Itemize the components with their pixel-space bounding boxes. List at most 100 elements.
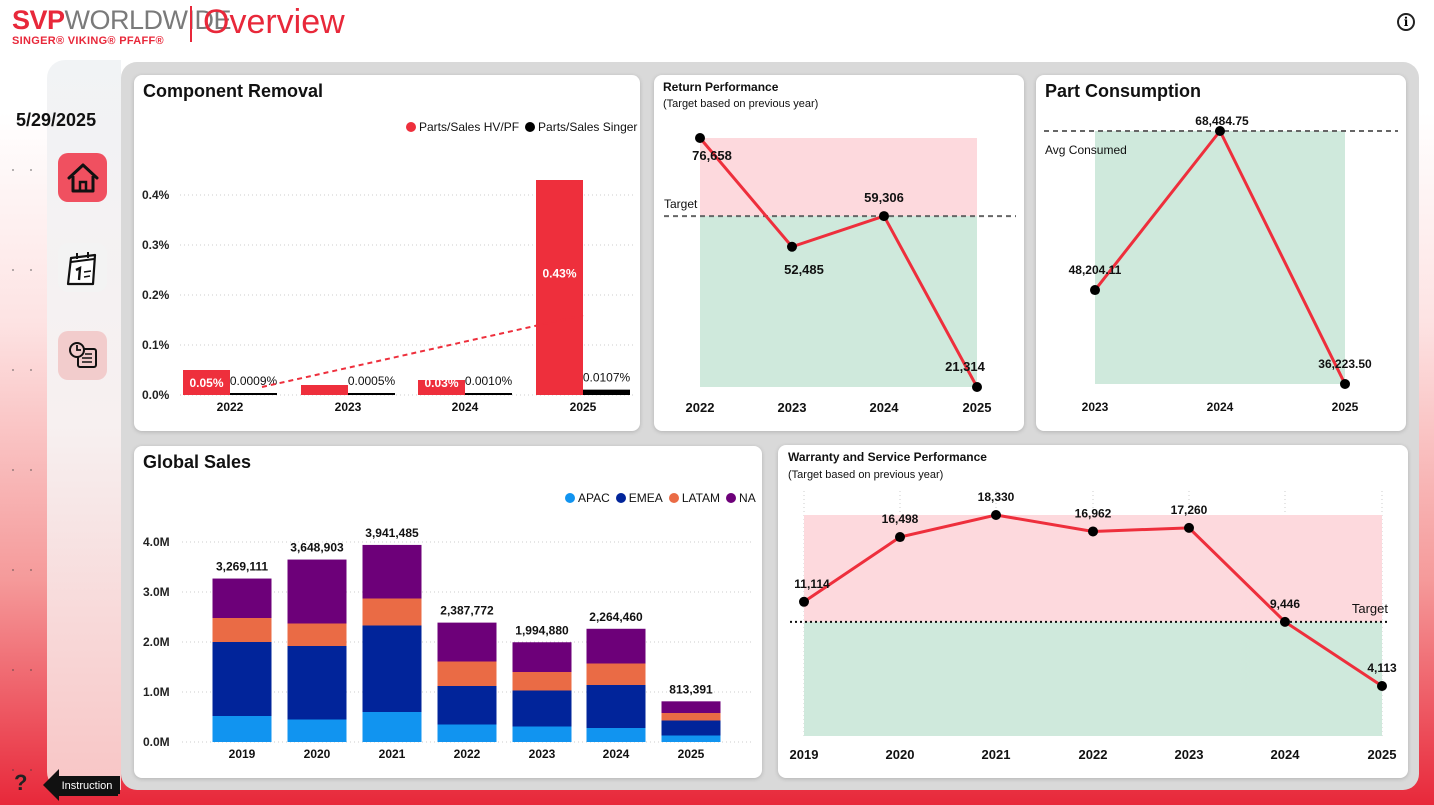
data-label: 68,484.75 [1195,114,1249,128]
part-consumption-title: Part Consumption [1045,81,1201,101]
x-tick-label: 2021 [379,747,406,761]
instruction-button[interactable]: Instruction [42,768,122,802]
total-label: 3,648,903 [290,541,344,555]
warranty-service-title: Warranty and Service Performance [788,450,987,464]
bar-segment-latam [437,661,497,686]
x-tick-label: 2022 [454,747,481,761]
data-label-singer: 0.0107% [583,371,631,385]
data-label: 36,223.50 [1318,357,1372,371]
x-tick-label: 2022 [1079,747,1108,762]
below-target-band [700,216,977,387]
trend-line [261,314,585,388]
x-tick-label: 2023 [1082,400,1109,414]
bar-segment-na [212,578,272,618]
legend-emea: EMEA [615,491,663,505]
global-sales-legend: APAC EMEA LATAM NA [565,491,756,505]
total-label: 1,994,880 [515,623,569,637]
bar-segment-latam [512,672,572,691]
bar-segment-latam [661,713,721,721]
bar-segment-latam [586,663,646,685]
report-date: 5/29/2025 [16,110,97,130]
global-sales-card: Global Sales APAC EMEA LATAM NA 0.0M 1.0M… [134,446,762,778]
logo-svp: SVP [12,5,65,35]
bar-segment-emea [362,625,422,712]
info-icon[interactable]: i [1397,13,1415,31]
x-tick-label: 2023 [529,747,556,761]
bar-singer [348,393,395,395]
bar-segment-na [287,559,347,624]
x-tick-label: 2024 [1271,747,1301,762]
page-title: Overview [203,3,345,41]
x-tick-label: 2024 [870,400,900,415]
bar-segment-emea [437,686,497,725]
bar-segment-apac [437,724,497,742]
bar-segment-latam [212,618,272,642]
total-label: 3,941,485 [365,526,419,540]
series-line [698,137,979,388]
consumption-band [1095,131,1345,384]
bar-segment-apac [287,719,347,742]
instruction-label: Instruction [56,776,118,796]
data-label-hvpf: 0.43% [542,267,576,281]
data-point [972,382,982,392]
warranty-service-card: Warranty and Service Performance (Target… [778,445,1408,778]
bar-singer [465,393,512,395]
data-point [895,532,905,543]
y-tick-label: 0.2% [142,288,170,302]
total-label: 2,387,772 [440,604,494,618]
bar-segment-na [362,544,422,599]
data-label: 16,962 [1075,506,1112,520]
nav-home-button[interactable] [58,153,107,202]
nav-dashboard-button[interactable] [58,331,107,380]
above-target-band [700,138,977,217]
total-label: 3,269,111 [216,560,268,574]
below-target-band [804,621,1382,736]
logo-worldwide: WORLDWIDE [64,5,232,35]
x-tick-label: 2025 [1368,747,1397,762]
bar-segment-latam [362,598,422,626]
y-tick-label: 0.1% [142,338,170,352]
data-point [695,133,705,143]
return-performance-title: Return Performance [663,80,779,94]
x-tick-label: 2020 [304,747,331,761]
bar-hvpf [301,385,348,395]
svp-logo: SVPWORLDWIDE SINGER® VIKING® PFAFF® [12,5,232,47]
legend-na: NA [726,491,756,505]
data-label: 21,314 [945,359,986,374]
x-tick-label: 2019 [229,747,256,761]
x-tick-label: 2024 [603,747,630,761]
legend-singer-label: Parts/Sales Singer [538,120,638,134]
x-tick-label: 2024 [1207,400,1234,414]
data-label: 48,204.11 [1069,263,1122,277]
data-label-hvpf: 0.05% [189,376,223,390]
component-removal-card: Component Removal Parts/Sales HV/PF Part… [134,75,640,431]
data-label: 59,306 [864,190,904,205]
total-label: 2,264,460 [589,610,643,624]
data-label: 16,498 [882,512,919,526]
bar-segment-emea [212,642,272,716]
legend-hvpf: Parts/Sales HV/PF [406,120,519,134]
data-point [1340,379,1350,389]
bar-segment-apac [586,728,646,742]
bar-hvpf [183,370,230,395]
home-icon [67,163,98,192]
x-tick-label: 2022 [217,400,244,414]
data-label-singer: 0.0005% [348,374,396,388]
part-consumption-chart: Avg Consumed 48,204.11 2023 68,484.75 2024 36… [1044,114,1398,414]
bar-singer [230,393,277,395]
dashboard-icon [68,341,97,368]
y-tick-label: 0.3% [142,238,170,252]
x-tick-label: 2023 [778,400,807,415]
nav-calendar-button[interactable] [58,243,107,292]
y-tick-label: 2.0M [143,635,170,649]
bar-segment-emea [586,685,646,728]
y-tick-label: 0.4% [142,188,170,202]
component-removal-legend: Parts/Sales HV/PF Parts/Sales Singer [406,120,637,134]
part-consumption-card: Part Consumption Avg Consumed 48,204.11 20… [1036,75,1406,431]
data-point [1215,126,1225,136]
global-sales-chart: 0.0M 1.0M 2.0M 3.0M 4.0M 3,269,111 2019 3,648,9… [143,526,754,761]
question-icon[interactable]: ? [14,770,28,795]
data-point [1377,681,1387,691]
warranty-service-subtitle: (Target based on previous year) [788,469,944,481]
y-tick-label: 0.0M [143,735,170,749]
